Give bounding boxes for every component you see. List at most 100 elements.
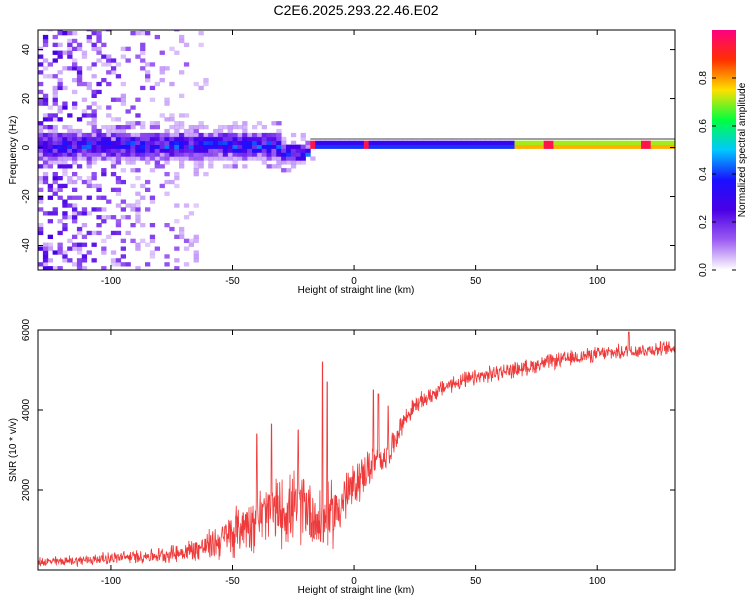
spectrogram-cell xyxy=(475,144,481,149)
spectrogram-cell xyxy=(91,89,97,95)
spectrogram-cell xyxy=(164,179,170,185)
spectrogram-cell xyxy=(582,140,588,145)
colorbar-tick-label: 0.0 xyxy=(698,263,709,277)
spectrogram-cell xyxy=(57,54,63,59)
spectrogram-cell xyxy=(188,148,194,153)
spectrogram-cell xyxy=(91,207,97,212)
spectrogram-cell xyxy=(159,140,165,145)
spectrogram-cell xyxy=(266,132,272,138)
spectrogram-cell xyxy=(81,97,88,102)
spectrogram-cell xyxy=(145,148,151,153)
spectrogram-cell xyxy=(110,250,117,255)
spectrogram-cell xyxy=(164,132,170,138)
spectrogram-cell xyxy=(232,136,238,142)
spectrogram-cell xyxy=(86,132,92,138)
spectrogram-cell xyxy=(227,164,233,169)
spectrogram-cell xyxy=(193,156,199,161)
spectrogram-cell xyxy=(329,144,336,149)
spectrogram-cell xyxy=(47,187,53,192)
colorbar-tick-label: 0.6 xyxy=(698,119,709,133)
spectrogram-cell xyxy=(183,262,190,267)
spectrogram-cell xyxy=(417,144,423,149)
spectrogram-cell xyxy=(115,230,122,236)
spectrogram-cell xyxy=(193,254,199,259)
spectrogram-cell xyxy=(203,152,209,157)
spectrogram-cell xyxy=(38,223,44,228)
spectrogram-cell xyxy=(300,136,306,142)
snr-x-tick-label: -50 xyxy=(225,576,240,587)
spectrogram-cell xyxy=(101,125,107,130)
spectrogram-cell xyxy=(120,125,126,130)
spectrogram-cell xyxy=(247,148,253,153)
snr-frame xyxy=(37,329,676,571)
colorbar-tick-label: 0.8 xyxy=(698,71,709,85)
spectrogram-cell xyxy=(86,230,92,236)
spectrogram-cell xyxy=(125,152,131,157)
spectrogram-cell xyxy=(213,140,219,145)
spectrogram-cell xyxy=(232,156,238,161)
spectrogram-cell xyxy=(179,148,185,153)
spectrogram-cell xyxy=(140,42,146,47)
spectrogram-cell xyxy=(57,148,63,153)
spectrogram-cell xyxy=(47,152,53,157)
spectrogram-cell xyxy=(470,144,477,149)
spectrogram-cell xyxy=(611,144,618,149)
spectrogram-cell xyxy=(183,140,190,145)
spectrogram-cell xyxy=(106,144,112,149)
spectrogram-cell xyxy=(145,62,151,67)
spectrogram-cell xyxy=(125,132,131,138)
spectrogram-cell xyxy=(290,152,297,157)
spectrogram-cell xyxy=(222,136,229,142)
spectrogram-cell xyxy=(174,148,180,153)
spectrogram-cell xyxy=(154,164,160,169)
spectrogram-cell xyxy=(179,113,185,118)
spectrogram-cell xyxy=(276,121,282,126)
spectrogram-cell xyxy=(106,54,112,59)
spectrogram-cell xyxy=(91,242,97,247)
spectrogram-cell xyxy=(169,113,175,118)
spectrogram-cell xyxy=(179,156,185,161)
spectrogram-cell xyxy=(135,215,141,220)
spectrogram-cell xyxy=(276,140,282,145)
spectrogram-cell xyxy=(242,121,248,126)
spectrogram-cell xyxy=(130,203,136,208)
spectrogram-cell xyxy=(47,156,53,161)
spectrogram-cell xyxy=(174,125,180,130)
spectrogram-cell xyxy=(140,85,146,91)
spectrogram-cell xyxy=(519,140,525,145)
spectrogram-cell xyxy=(42,172,49,177)
spectrogram-cell xyxy=(217,128,224,134)
spectrogram-cell xyxy=(140,58,146,63)
spectrogram-cell xyxy=(86,183,92,189)
spectrogram-cell xyxy=(149,250,156,255)
spectrogram-cell xyxy=(266,136,272,142)
spectrogram-cell xyxy=(407,144,413,149)
spectrogram-cell xyxy=(169,140,175,145)
spectrogram-cell xyxy=(203,136,209,142)
spectrogram-cell xyxy=(193,140,199,145)
spectrogram-cell xyxy=(256,144,263,149)
spectrogram-cell xyxy=(339,140,345,145)
spectrogram-cell xyxy=(47,258,53,263)
spectrogram-cell xyxy=(213,156,219,161)
spectrogram-cell xyxy=(52,187,58,192)
spectrogram-cell xyxy=(179,160,185,165)
spectrogram-cell xyxy=(504,144,511,149)
spectrogram-cell xyxy=(101,42,107,47)
spectrogram-cell xyxy=(252,156,258,161)
spectrogram-cell xyxy=(38,140,44,145)
spectrogram-cell xyxy=(286,160,292,165)
spectrogram-cell xyxy=(149,121,156,126)
spectrogram-cell xyxy=(67,38,73,44)
spectrogram-cell xyxy=(62,258,68,263)
spectrogram-cell xyxy=(130,121,136,126)
spectrogram-cell xyxy=(145,262,151,267)
spectrogram-cell xyxy=(135,136,141,142)
spectrogram-cell xyxy=(149,156,156,161)
spectrogram-cell xyxy=(42,160,49,165)
spectrogram-cell xyxy=(159,78,165,83)
spectrogram-cell xyxy=(159,152,165,157)
spectrogram-cell xyxy=(558,144,564,149)
spectrogram-cell xyxy=(72,140,78,145)
spectrogram-cell xyxy=(140,31,146,36)
